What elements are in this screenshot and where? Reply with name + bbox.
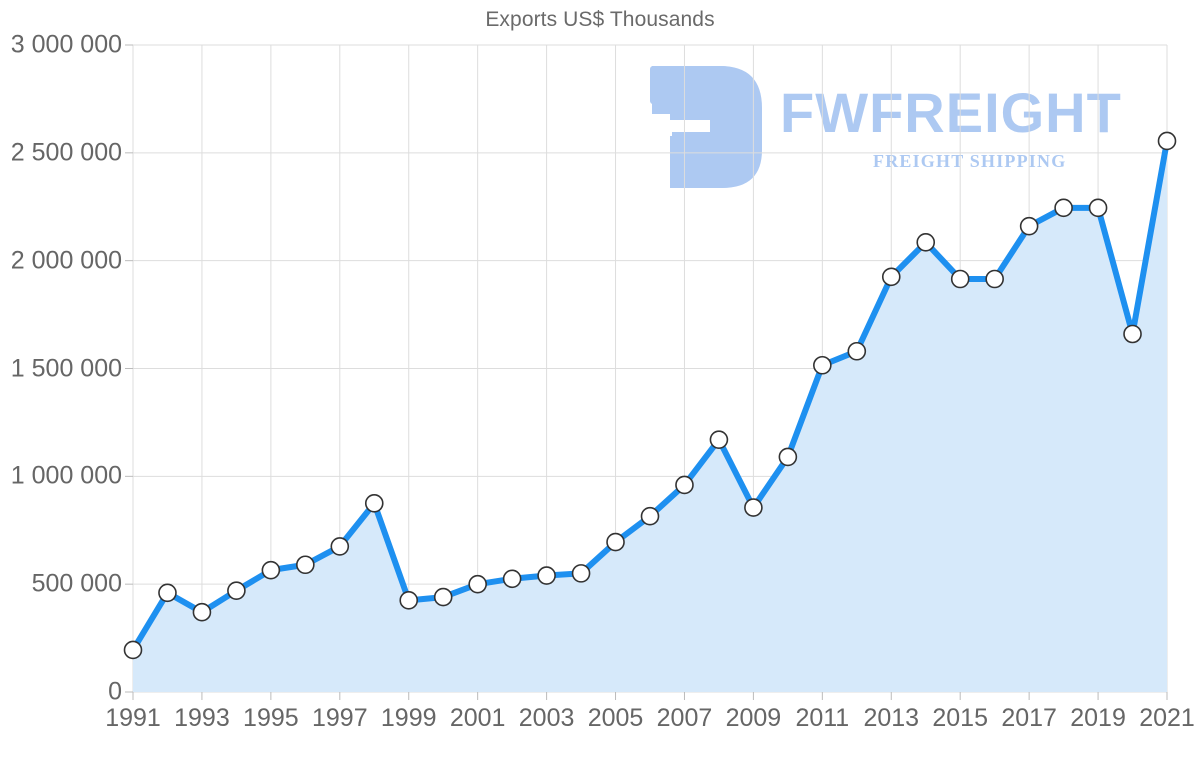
area-fill bbox=[133, 140, 1167, 693]
x-axis-tick-label: 2011 bbox=[795, 704, 850, 732]
data-point-marker[interactable] bbox=[985, 269, 1004, 289]
data-point-marker[interactable] bbox=[1157, 131, 1177, 151]
data-point-marker[interactable] bbox=[1088, 198, 1108, 218]
data-point-marker[interactable] bbox=[571, 564, 591, 583]
x-axis-tick-label: 2017 bbox=[1001, 704, 1057, 732]
x-axis-tick-label: 1997 bbox=[311, 704, 368, 732]
x-axis-tick-label: 2019 bbox=[1070, 704, 1126, 732]
y-axis-tick-label: 1 000 000 bbox=[10, 461, 122, 490]
y-axis-tick-label: 1 500 000 bbox=[10, 354, 122, 382]
data-point-marker[interactable] bbox=[813, 355, 832, 375]
y-axis-tick-label: 2 000 000 bbox=[10, 246, 122, 275]
y-axis-tick-label: 3 000 000 bbox=[10, 30, 122, 59]
data-point-marker[interactable] bbox=[950, 269, 970, 289]
y-axis-tick-label: 2 500 000 bbox=[10, 138, 122, 167]
y-axis-tick-label: 0 bbox=[108, 677, 122, 706]
x-axis-tick-label: 2001 bbox=[449, 704, 506, 732]
x-axis-tick-label: 1995 bbox=[243, 704, 299, 732]
x-axis-tick-label: 2013 bbox=[863, 704, 920, 732]
x-axis-tick-label: 1999 bbox=[380, 704, 437, 732]
data-point-marker[interactable] bbox=[227, 581, 246, 600]
data-point-marker[interactable] bbox=[675, 475, 694, 495]
y-axis-tick-label: 500 000 bbox=[31, 569, 122, 598]
x-axis-tick-label: 2015 bbox=[932, 704, 988, 732]
data-point-marker[interactable] bbox=[778, 447, 798, 467]
data-point-marker[interactable] bbox=[916, 233, 936, 252]
data-point-marker[interactable] bbox=[744, 498, 763, 517]
data-point-marker[interactable] bbox=[364, 493, 384, 513]
data-point-marker[interactable] bbox=[468, 574, 487, 594]
x-axis-tick-label: 2007 bbox=[656, 704, 713, 732]
x-axis-tick-label: 2003 bbox=[518, 704, 575, 732]
data-point-marker[interactable] bbox=[433, 587, 453, 607]
data-point-marker[interactable] bbox=[296, 555, 315, 575]
data-point-marker[interactable] bbox=[640, 506, 660, 526]
data-point-marker[interactable] bbox=[847, 341, 867, 361]
data-point-marker[interactable] bbox=[1054, 198, 1073, 218]
data-point-marker[interactable] bbox=[1019, 216, 1039, 236]
x-axis-tick-label: 2005 bbox=[587, 704, 644, 732]
chart-title: Exports US$ Thousands bbox=[485, 8, 715, 31]
data-point-marker[interactable] bbox=[881, 267, 901, 287]
axis-lines bbox=[125, 44, 1168, 700]
data-point-marker[interactable] bbox=[709, 430, 729, 449]
data-point-marker[interactable] bbox=[158, 583, 177, 603]
data-point-marker[interactable] bbox=[330, 537, 350, 556]
x-axis-tick-label: 1991 bbox=[105, 704, 161, 732]
data-point-marker[interactable] bbox=[537, 566, 556, 585]
data-point-marker[interactable] bbox=[399, 591, 419, 610]
data-point-marker[interactable] bbox=[192, 602, 212, 622]
data-point-marker[interactable] bbox=[502, 569, 522, 589]
x-axis-tick-label: 1993 bbox=[174, 704, 230, 732]
data-point-marker[interactable] bbox=[123, 640, 143, 660]
x-axis-tick-label: 2021 bbox=[1139, 704, 1195, 732]
x-axis-tick-label: 2009 bbox=[725, 704, 782, 732]
data-point-marker[interactable] bbox=[606, 532, 625, 552]
data-point-marker[interactable] bbox=[1123, 324, 1142, 344]
data-point-marker[interactable] bbox=[261, 560, 281, 580]
data-point-markers bbox=[123, 131, 1177, 660]
